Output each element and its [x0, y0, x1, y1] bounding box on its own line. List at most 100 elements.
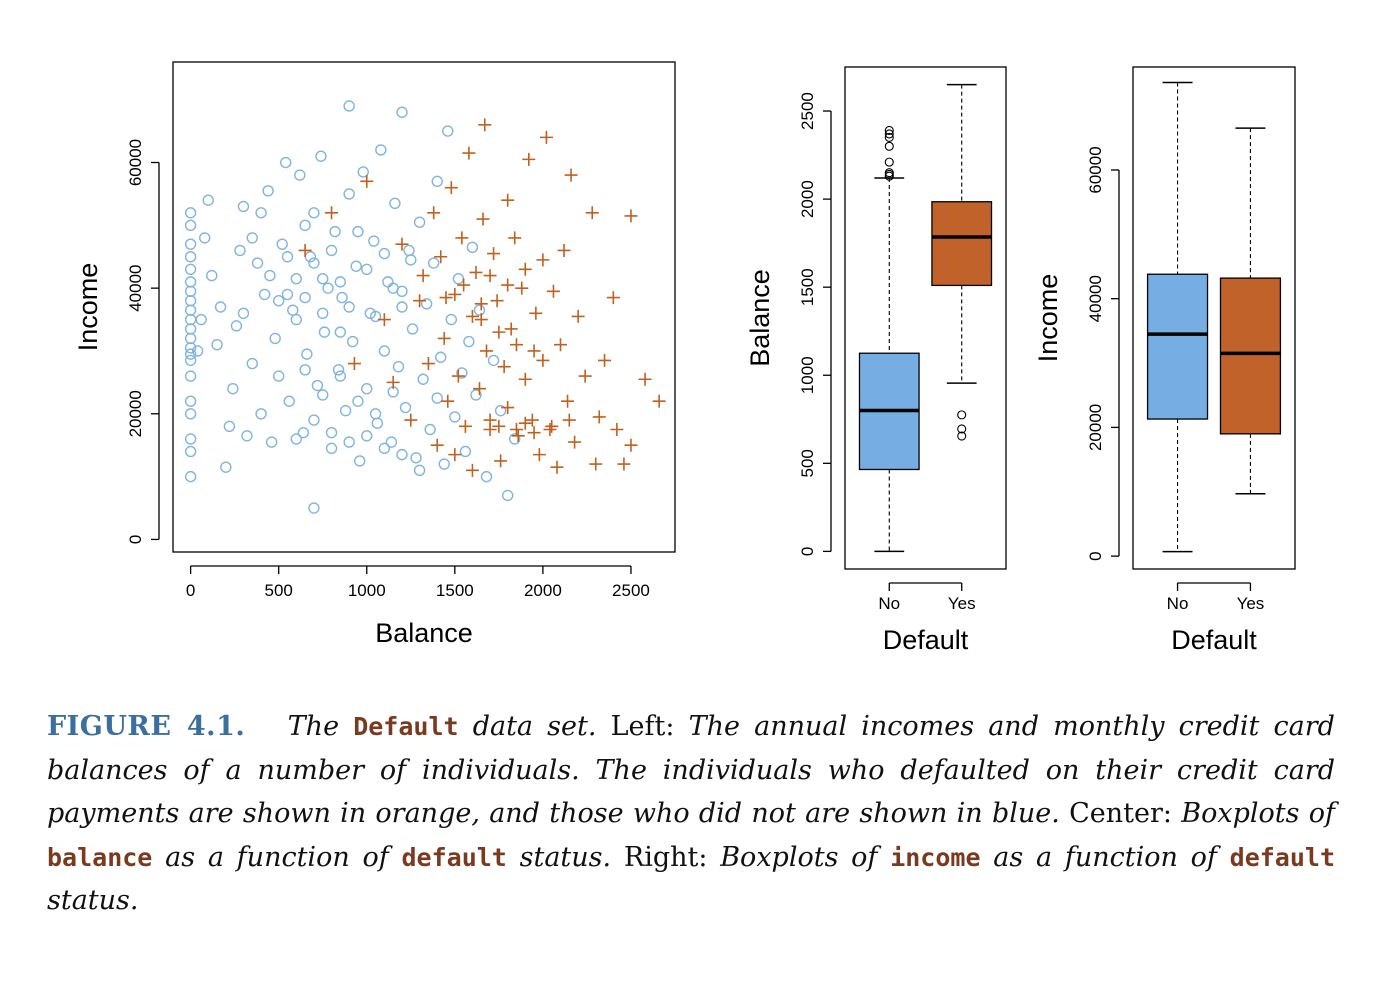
scatter-point-no-default [184, 263, 197, 276]
scatter-point-default [532, 448, 546, 462]
scatter-point-default [585, 206, 599, 220]
scatter-point-default [483, 413, 497, 427]
scatter-point-no-default [413, 464, 426, 477]
box-yes-outlier [957, 431, 967, 441]
scatter-point-default [610, 423, 624, 436]
x-tick-label: 2000 [524, 581, 562, 600]
scatter-point-no-default [241, 430, 253, 442]
scatter-point-default [578, 369, 592, 383]
scatter-point-no-default [287, 304, 299, 316]
scatter-point-no-default [283, 395, 295, 407]
scatter-point-default [536, 353, 550, 367]
scatter-point-no-default [184, 207, 197, 219]
scatter-point-no-default [369, 310, 382, 323]
scatter-point-no-default [361, 430, 373, 442]
scatter-point-no-default [357, 166, 369, 178]
code-default: default [401, 842, 507, 872]
scatter-point-default [476, 212, 490, 226]
scatter-point-no-default [184, 408, 197, 420]
scatter-point-no-default [246, 357, 258, 370]
scatter-point-no-default [308, 207, 320, 219]
category-label: Yes [1237, 594, 1265, 613]
box-no-outlier [884, 132, 894, 143]
x-axis-title: Default [883, 625, 969, 655]
y-tick-label: 20000 [126, 390, 145, 437]
box-no-outlier [884, 168, 894, 178]
scatter-point-no-default [378, 247, 391, 260]
scatter-point-default [562, 413, 576, 427]
caption-text: status. [519, 841, 612, 873]
scatter-point-default [492, 419, 506, 433]
scatter-point-default [469, 265, 483, 279]
scatter-point-no-default [396, 448, 408, 461]
scatter-point-no-default [184, 295, 197, 307]
scatter-point-no-default [184, 370, 197, 382]
y-tick-label: 500 [798, 449, 817, 477]
scatter-point-no-default [405, 254, 417, 266]
scatter-point-default [437, 331, 451, 345]
caption-text: data set. [472, 711, 597, 742]
scatter-point-default [434, 250, 448, 264]
scatter-point-no-default [350, 260, 362, 272]
x-tick-label: 0 [186, 581, 195, 600]
scatter-point-no-default [459, 445, 472, 458]
scatter-point-default [416, 269, 430, 283]
scatter-point-no-default [382, 276, 394, 288]
y-tick-label: 20000 [1086, 404, 1105, 451]
scatter-point-no-default [264, 269, 276, 282]
scatter-point-default [404, 413, 418, 427]
balance-boxplot-frame [844, 66, 1007, 570]
scatter-point-no-default [255, 408, 267, 420]
scatter-point-no-default [227, 382, 239, 395]
scatter-point-no-default [403, 244, 415, 257]
scatter-point-no-default [325, 244, 338, 257]
figure-number: FIGURE 4.1. [47, 711, 246, 742]
x-tick-label: 500 [264, 581, 292, 600]
y-tick-label: 2500 [798, 92, 817, 130]
scatter-point-no-default [206, 269, 218, 282]
scatter-point-default [501, 278, 515, 292]
scatter-point-no-default [184, 238, 197, 250]
caption-text: as a function of [993, 841, 1217, 873]
scatter-point-no-default [387, 282, 399, 294]
scatter-point-no-default [343, 100, 355, 112]
scatter-point-no-default [427, 257, 440, 269]
scatter-point-no-default [308, 414, 320, 426]
y-tick-label: 0 [126, 535, 145, 544]
scatter-point-default [624, 209, 638, 223]
scatter-point-default [360, 174, 374, 188]
scatter-point-no-default [220, 461, 232, 473]
scatter-point-no-default [431, 392, 443, 404]
scatter-point-default [564, 168, 578, 182]
scatter-point-default [638, 372, 652, 386]
caption-text: as a function of [165, 841, 389, 873]
scatter-point-no-default [371, 417, 384, 429]
scatter-point-no-default [396, 106, 408, 118]
scatter-point-default [472, 382, 486, 396]
scatter-point-no-default [184, 313, 197, 326]
caption-text: Boxplots of [720, 841, 878, 873]
scatter-point-no-default [308, 257, 320, 269]
y-axis-title: Balance [745, 269, 775, 367]
scatter-point-default [509, 338, 523, 352]
scatter-point-no-default [199, 232, 211, 244]
scatter-point-no-default [375, 144, 387, 156]
scatter-point-no-default [361, 382, 373, 395]
scatter-point-no-default [452, 273, 465, 285]
scatter-point-default [455, 231, 469, 245]
scatter-point-default [462, 146, 476, 160]
scatter-point-no-default [406, 323, 419, 335]
x-tick-label: 1500 [436, 581, 474, 600]
scatter-point-no-default [211, 338, 223, 351]
scatter-point-no-default [246, 232, 258, 244]
scatter-point-default [298, 243, 312, 257]
scatter-point-no-default [336, 291, 348, 304]
scatter-point-no-default [442, 125, 454, 137]
y-tick-label: 0 [1086, 551, 1105, 560]
scatter-point-default [561, 394, 575, 408]
scatter-point-no-default [290, 433, 302, 445]
scatter-point-no-default [346, 335, 359, 348]
scatter-point-no-default [343, 301, 355, 313]
scatter-point-no-default [297, 426, 310, 439]
scatter-point-no-default [368, 235, 380, 247]
